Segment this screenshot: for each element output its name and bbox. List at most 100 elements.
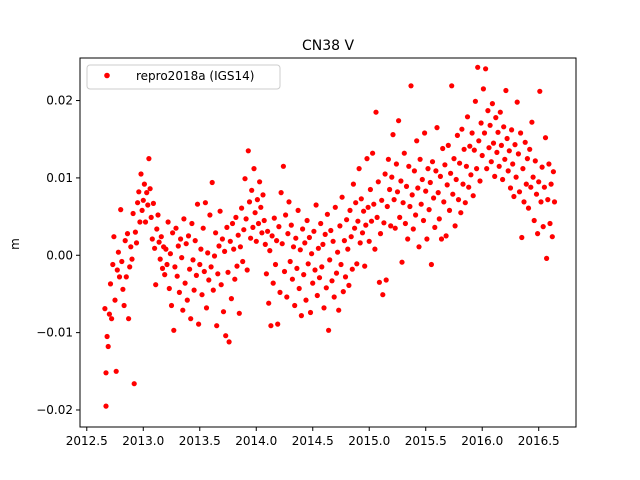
data-point xyxy=(453,176,459,183)
data-point xyxy=(533,191,540,197)
data-point xyxy=(183,241,189,247)
data-point xyxy=(481,130,488,136)
data-point xyxy=(114,267,120,273)
data-point xyxy=(432,224,438,230)
data-point xyxy=(398,178,404,184)
data-point xyxy=(401,150,407,156)
data-point xyxy=(483,66,489,72)
data-point xyxy=(126,316,132,322)
data-point xyxy=(269,233,275,239)
data-point xyxy=(548,181,554,187)
data-point xyxy=(294,265,300,271)
data-point xyxy=(311,228,317,234)
data-point xyxy=(388,223,394,229)
data-point xyxy=(549,234,555,240)
data-point xyxy=(319,264,325,270)
data-point xyxy=(123,274,129,280)
data-point xyxy=(353,200,359,206)
data-point xyxy=(359,230,366,236)
data-point xyxy=(208,264,214,270)
data-point xyxy=(289,276,295,282)
chart-title: CN38 V xyxy=(302,38,355,54)
data-point xyxy=(240,258,246,265)
data-point xyxy=(274,238,280,244)
data-point xyxy=(448,170,454,176)
data-point xyxy=(225,269,231,275)
data-point xyxy=(213,230,219,236)
data-point xyxy=(471,147,477,153)
data-point xyxy=(300,226,306,232)
data-point xyxy=(362,263,368,269)
data-point xyxy=(124,231,131,237)
data-point xyxy=(352,225,358,231)
data-point xyxy=(536,179,542,185)
data-point xyxy=(139,207,145,213)
data-point xyxy=(140,197,146,203)
data-point xyxy=(370,150,376,156)
data-point xyxy=(233,214,239,220)
x-tick-label: 2015.0 xyxy=(348,434,390,448)
data-point xyxy=(516,189,523,195)
data-point xyxy=(131,381,137,387)
data-point xyxy=(523,181,529,187)
data-point xyxy=(493,115,499,121)
data-point xyxy=(464,114,471,120)
data-point xyxy=(368,218,375,224)
data-point xyxy=(216,243,222,249)
data-point xyxy=(475,64,481,70)
data-point xyxy=(411,168,417,174)
data-point xyxy=(148,214,154,220)
data-point xyxy=(128,244,134,250)
data-point xyxy=(505,168,511,174)
data-point xyxy=(440,145,446,152)
data-point xyxy=(109,316,115,322)
data-point xyxy=(223,333,229,339)
data-point xyxy=(142,219,149,225)
data-point xyxy=(535,231,541,237)
data-point xyxy=(381,220,387,226)
data-point xyxy=(492,173,498,179)
data-point xyxy=(331,294,337,300)
data-point xyxy=(460,181,466,187)
data-point xyxy=(157,256,163,262)
data-point xyxy=(168,302,175,309)
data-point xyxy=(138,171,144,177)
data-point xyxy=(163,246,169,252)
data-point xyxy=(237,244,243,250)
data-point xyxy=(277,289,283,295)
x-tick-label: 2016.5 xyxy=(518,434,560,448)
data-point xyxy=(158,234,164,240)
data-point xyxy=(423,188,429,194)
data-point xyxy=(172,264,178,270)
data-point xyxy=(296,285,302,292)
data-point xyxy=(298,313,304,319)
data-point xyxy=(539,164,545,170)
data-point xyxy=(129,256,135,262)
data-point xyxy=(258,204,264,210)
legend-label: repro2018a (IGS14) xyxy=(136,69,254,83)
data-point xyxy=(545,197,551,203)
data-point xyxy=(214,323,220,329)
data-point xyxy=(346,282,352,288)
data-point xyxy=(364,156,370,162)
data-point xyxy=(484,166,490,172)
data-point xyxy=(345,246,351,252)
data-point xyxy=(147,186,153,192)
data-point xyxy=(478,120,484,126)
data-point xyxy=(167,251,173,257)
data-point xyxy=(332,204,338,210)
data-point xyxy=(431,195,437,201)
data-point xyxy=(419,176,425,183)
data-point xyxy=(342,274,349,280)
data-point xyxy=(190,257,196,263)
data-point xyxy=(113,368,119,374)
data-point xyxy=(366,238,372,244)
data-point xyxy=(309,251,315,257)
data-point xyxy=(115,249,121,255)
x-axis-ticks: 2012.5 2013.0 2013.5 2014.0 2014.5 2015.0 2015… xyxy=(66,427,560,448)
data-point xyxy=(428,261,434,268)
data-point xyxy=(245,148,251,154)
data-point xyxy=(350,181,356,187)
data-point xyxy=(408,83,414,89)
data-point xyxy=(276,224,282,230)
